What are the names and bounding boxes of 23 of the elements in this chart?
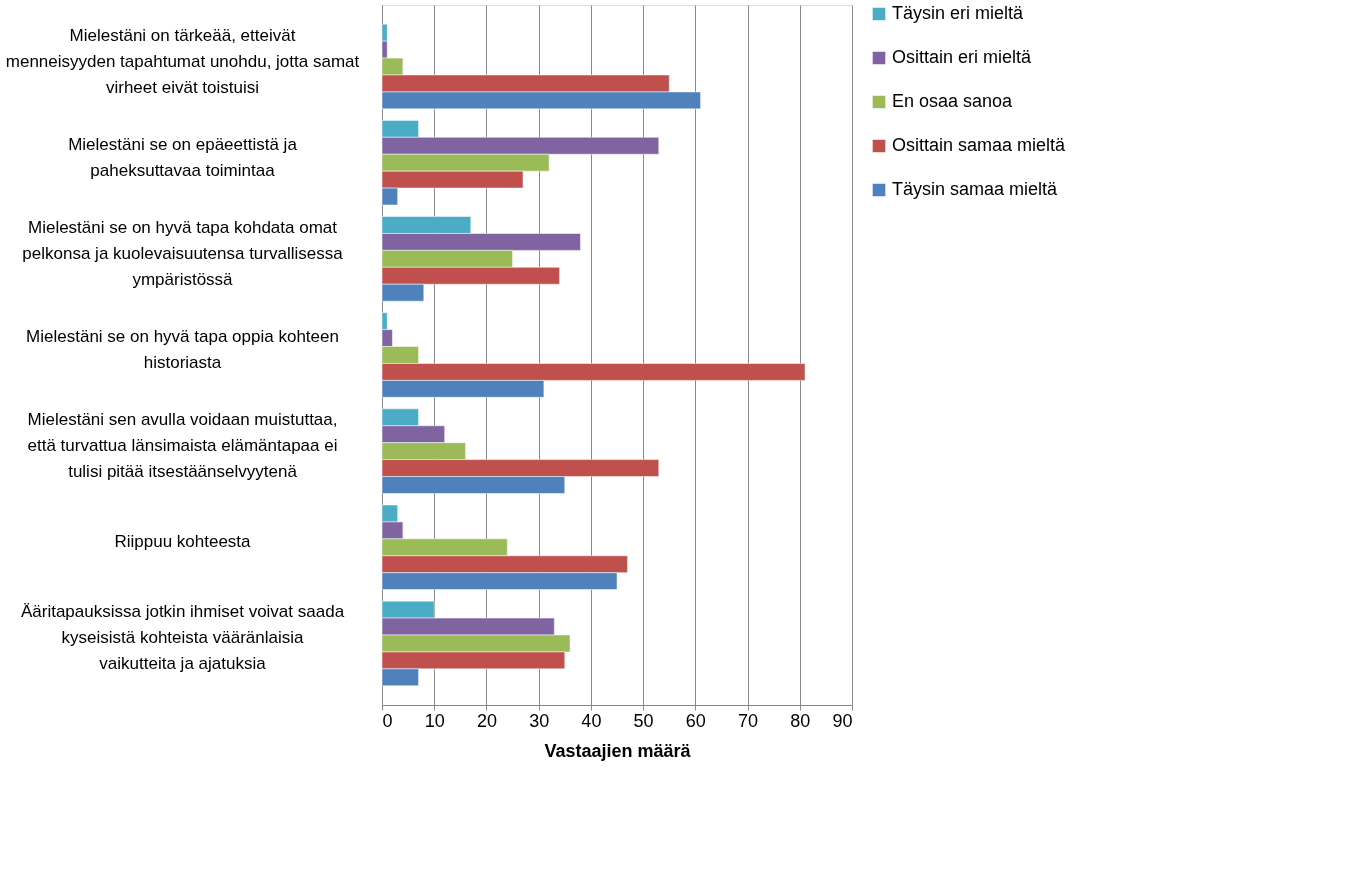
y-tick-label: Mielestäni se on hyvä tapa oppia kohteen historiasta <box>26 327 339 372</box>
y-tick-label: Ääritapauksissa jotkin ihmiset voivat saada kyseisistä kohteista vääränlaisia vaikutteita ja ajatuksia <box>20 602 345 674</box>
x-tick-label: 20 <box>476 710 497 731</box>
legend-label: Täysin eri mieltä <box>892 3 1025 23</box>
y-tick-label: Mielestäni se on hyvä tapa kohdata omat pelkonsa ja kuolevaisuutensa turvallisessa ympäristössä <box>22 217 344 289</box>
x-tick-label: 60 <box>685 710 706 731</box>
x-tick-label: 90 <box>832 710 853 731</box>
x-tick-label: 70 <box>738 710 759 731</box>
y-tick-label: Mielestäni sen avulla voidaan muistuttaa, että turvattua länsimaista elämäntapaa ei tulisi pitää itsestäänselvyytenä <box>27 410 338 482</box>
y-tick-label: Riippuu kohteesta <box>114 532 252 552</box>
x-tick-label: 0 <box>382 710 393 731</box>
legend-label: Osittain samaa mieltä <box>892 135 1067 155</box>
x-tick-label: 80 <box>790 710 811 731</box>
legend-label: Osittain eri mieltä <box>892 47 1033 67</box>
legend-label: En osaa sanoa <box>892 91 1014 111</box>
x-tick-label: 30 <box>529 710 550 731</box>
x-tick-label: 50 <box>633 710 654 731</box>
legend-label: Täysin samaa mieltä <box>892 179 1059 199</box>
x-tick-label: 10 <box>424 710 445 731</box>
x-tick-label: 40 <box>581 710 602 731</box>
y-tick-label: Mielestäni on tärkeää, etteivät menneisyyden tapahtumat unohdu, jotta samat virheet eivät toistuisi <box>5 25 360 97</box>
y-tick-label: Mielestäni se on epäeettistä ja paheksuttavaa toimintaa <box>68 134 298 180</box>
x-axis-title: Vastaajien määrä <box>544 740 692 761</box>
